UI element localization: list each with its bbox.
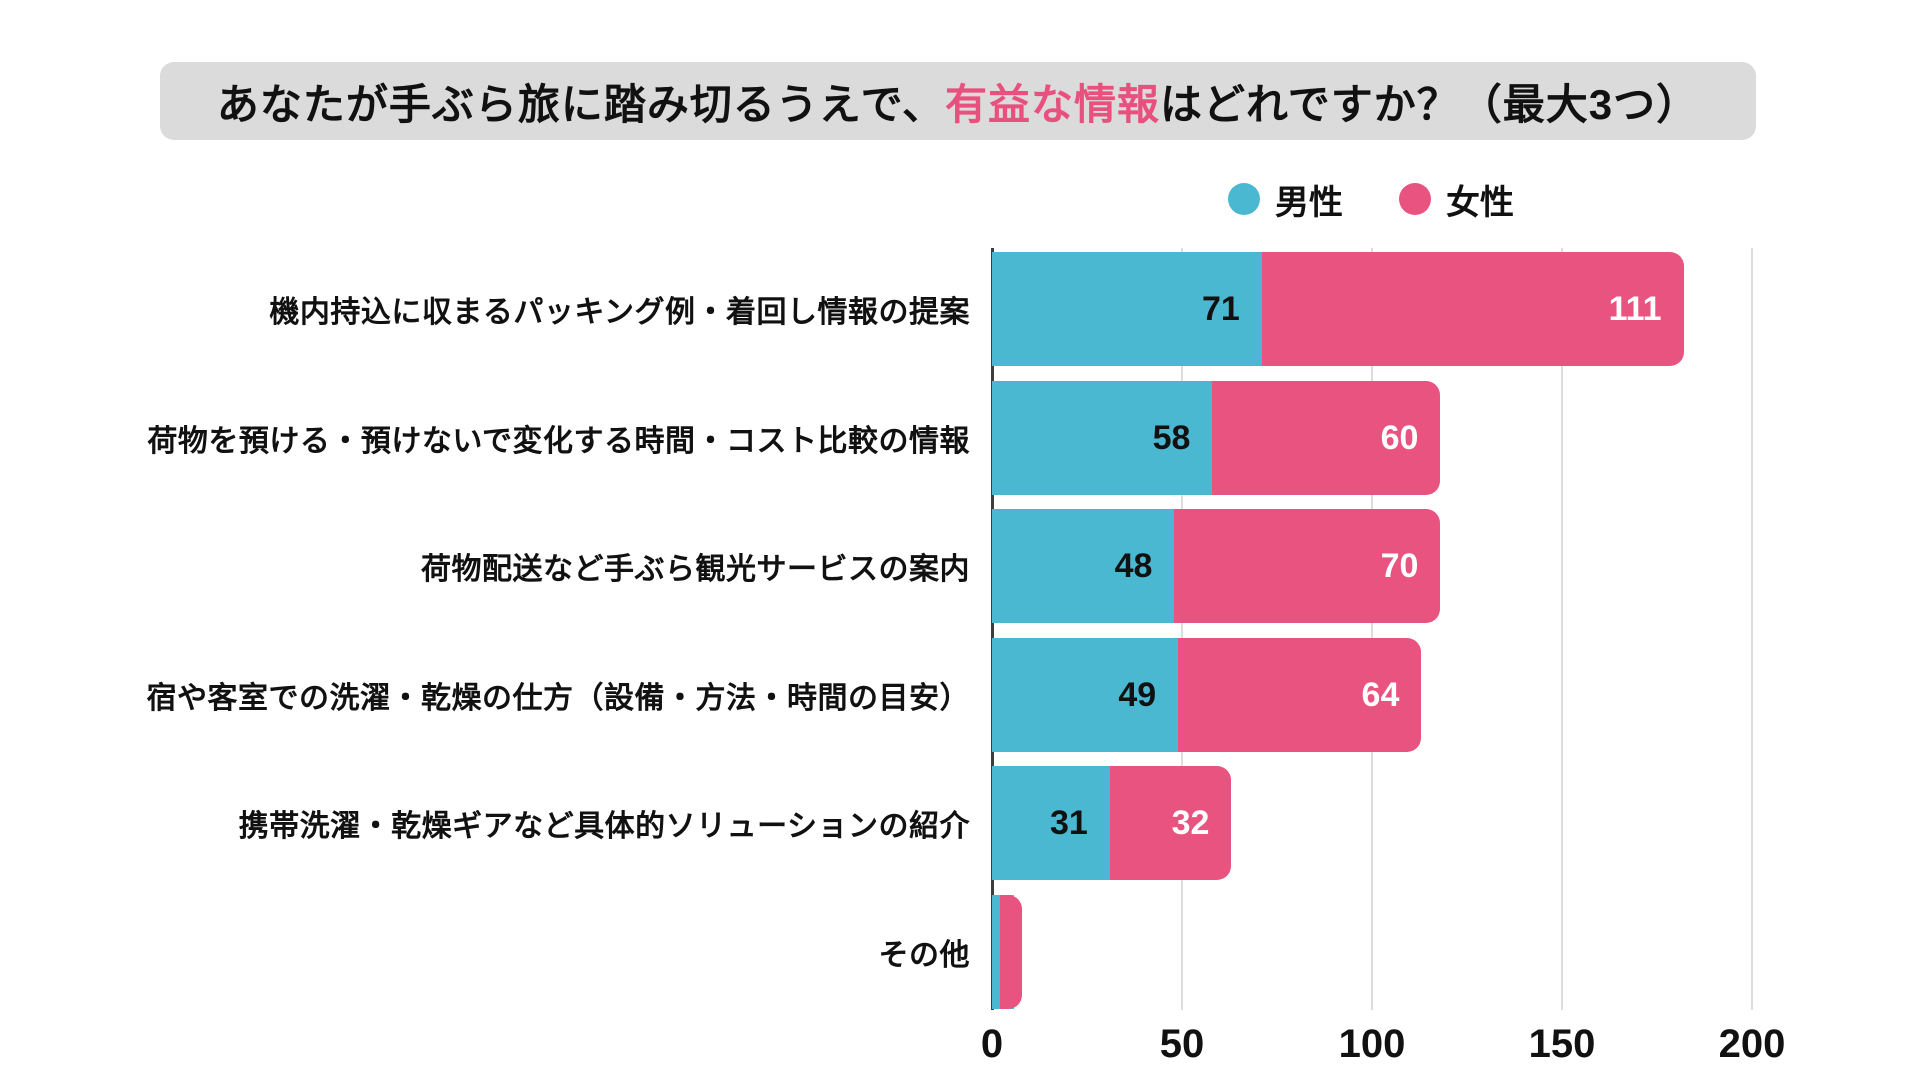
bar-segment-女性: 70: [1174, 509, 1441, 624]
bar-segment-男性: 58: [992, 380, 1213, 495]
category-label: 荷物を預ける・預けないで変化する時間・コスト比較の情報: [147, 424, 970, 458]
female-legend-dot-icon: [1399, 183, 1431, 215]
gridline-200: [1751, 248, 1753, 1010]
bar-segment-女性: [999, 895, 1022, 1009]
bar-segment-女性: 32: [1109, 766, 1232, 881]
legend-item-male: 男性: [1228, 175, 1343, 224]
value-label: 48: [1114, 547, 1153, 586]
category-label: 荷物配送など手ぶら観光サービスの案内: [421, 553, 970, 587]
title-text-highlight: 有益な情報: [944, 80, 1160, 128]
bar-segment-女性: 60: [1212, 380, 1441, 495]
category-label: その他: [878, 939, 970, 972]
category-label: 宿や客室での洗濯・乾燥の仕方（設備・方法・時間の目安）: [146, 681, 970, 715]
legend: 男性 女性: [1228, 180, 1514, 222]
value-label: 64: [1361, 675, 1400, 714]
legend-item-label: 男性: [1275, 183, 1343, 222]
bar-segment-男性: 31: [992, 766, 1110, 881]
value-label: 71: [1201, 290, 1240, 328]
bar-segment-男性: 49: [992, 637, 1179, 752]
x-axis-tick-150: 150: [1528, 1022, 1596, 1066]
value-label: 31: [1049, 804, 1088, 843]
gridline-100: [1371, 248, 1373, 1010]
legend-item-label: 女性: [1446, 183, 1514, 222]
title-text-prefix: あなたが手ぶら旅に踏み切るうえで、: [216, 80, 945, 128]
bar-segment-男性: 71: [992, 252, 1262, 366]
value-label: 32: [1171, 804, 1210, 843]
value-label: 60: [1380, 418, 1419, 457]
title-text-suffix: はどれですか？（最大3つ）: [1159, 80, 1700, 128]
male-legend-dot-icon: [1228, 183, 1260, 215]
bar-segment-女性: 111: [1261, 252, 1684, 366]
value-label: 49: [1118, 675, 1157, 714]
x-axis-tick-0: 0: [980, 1022, 1004, 1066]
x-axis-tick-200: 200: [1718, 1022, 1786, 1066]
x-axis-tick-100: 100: [1338, 1022, 1406, 1066]
chart-title: あなたが手ぶら旅に踏み切るうえで、 有益な情報 はどれですか？（最大3つ）: [160, 62, 1756, 140]
x-axis-tick-50: 50: [1159, 1022, 1205, 1066]
value-label: 58: [1152, 418, 1191, 457]
gridline-150: [1561, 248, 1563, 1010]
category-label: 機内持込に収まるパッキング例・着回し情報の提案: [269, 296, 970, 329]
axis-zero-line: [991, 248, 994, 1010]
gridline-50: [1181, 248, 1183, 1010]
bar-segment-男性: 48: [992, 509, 1175, 624]
category-label: 携帯洗濯・乾燥ギアなど具体的ソリューションの紹介: [238, 810, 970, 844]
value-label: 70: [1380, 547, 1419, 586]
legend-item-female: 女性: [1399, 175, 1514, 224]
value-label: 111: [1608, 290, 1662, 328]
bar-segment-女性: 64: [1178, 637, 1422, 752]
